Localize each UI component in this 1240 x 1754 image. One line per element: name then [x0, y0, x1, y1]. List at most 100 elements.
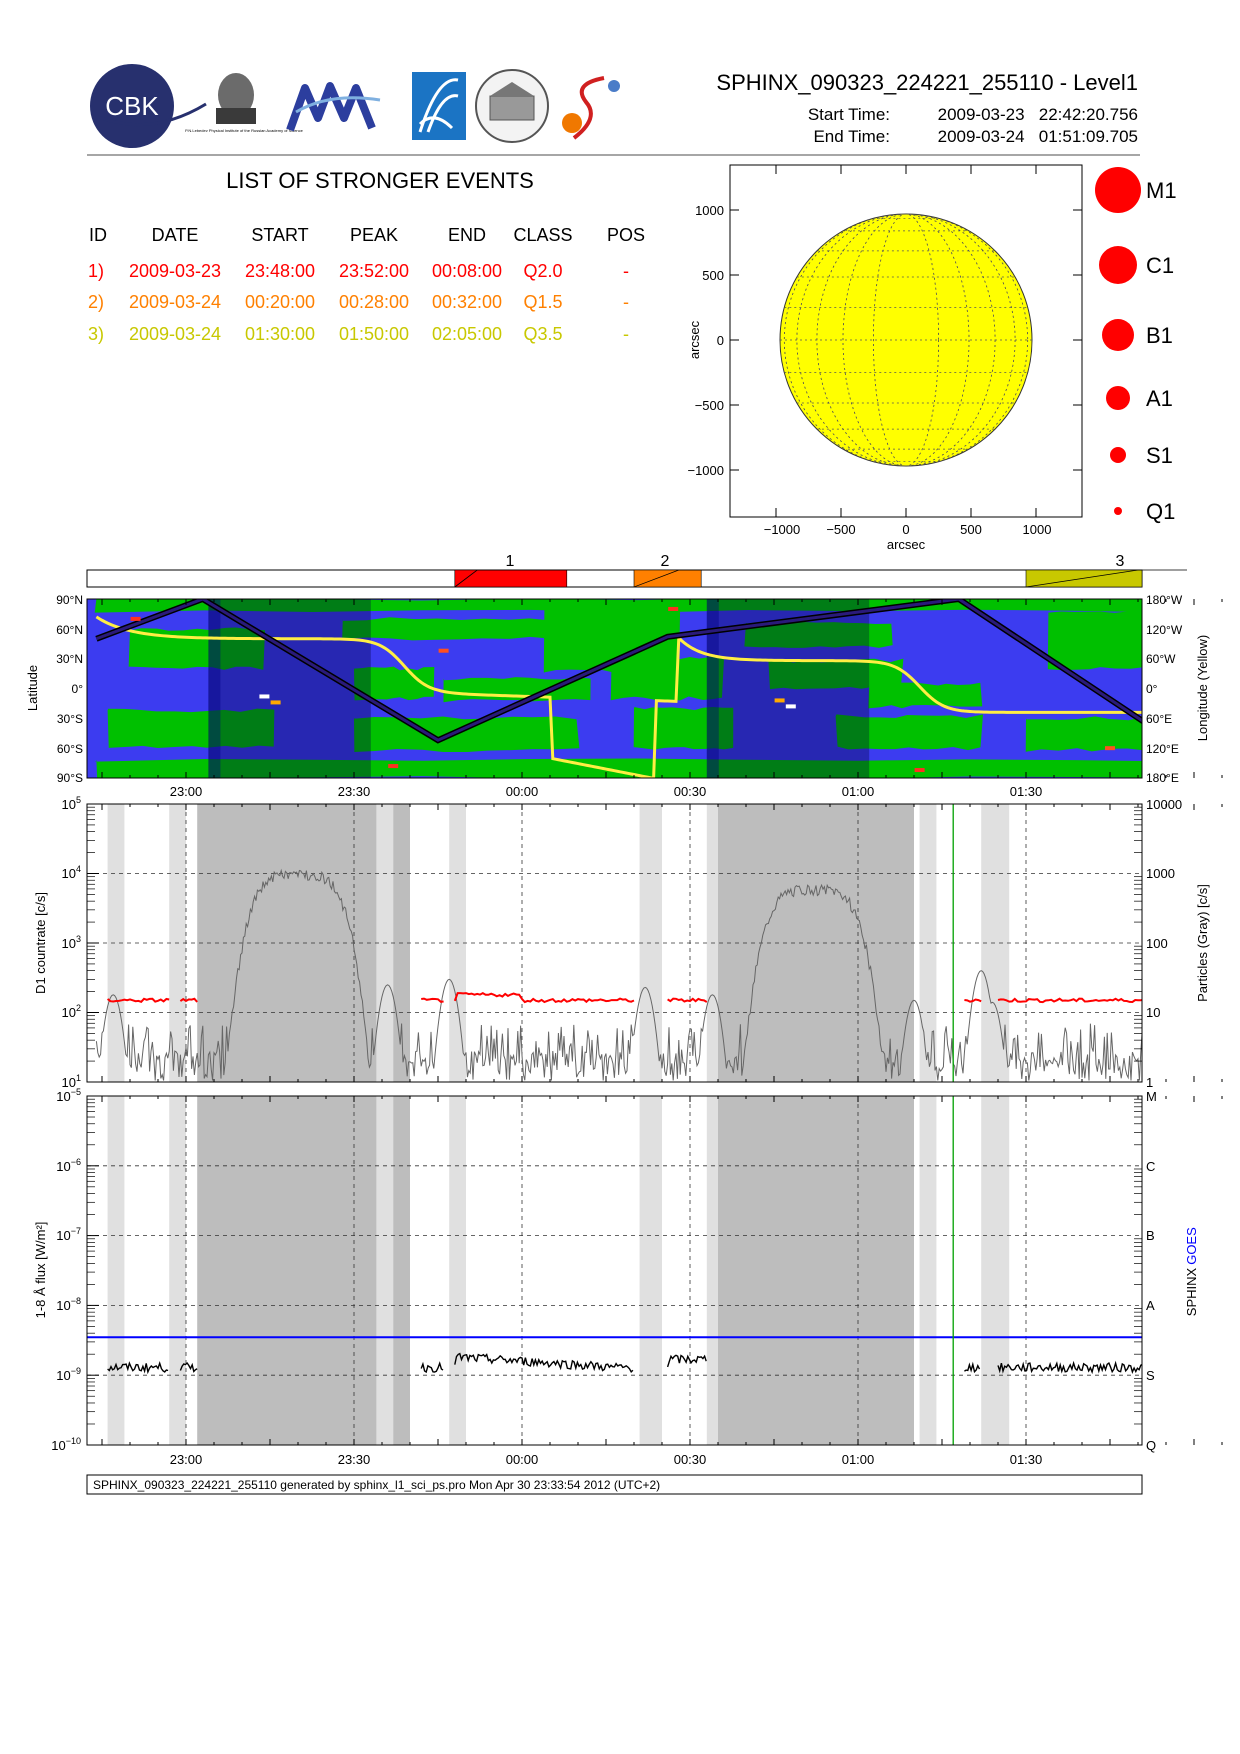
- legend-dot-a1: [1106, 386, 1130, 410]
- flux-grid: [87, 1096, 1142, 1445]
- event-1-date: 2009-03-23: [129, 261, 221, 281]
- event-row-1: 1) 2009-03-23 23:48:00 23:52:00 00:08:00…: [88, 261, 629, 281]
- flux-y-tick-10e-5: 10−5: [56, 1087, 81, 1104]
- longitude-track: [95, 615, 1142, 778]
- flux-class-tick-c: C: [1146, 1159, 1155, 1174]
- timeline-event-2: [633, 569, 702, 588]
- track-flux-mark: [270, 700, 281, 705]
- map-landmass: [868, 682, 983, 709]
- countrate-y-tick-10e3: 103: [62, 934, 81, 951]
- flux-x-tick-3: 00:30: [674, 1452, 707, 1467]
- start-time-value: 2009-03-23 22:42:20.756: [938, 105, 1138, 124]
- event-1-peak: 23:52:00: [339, 261, 409, 281]
- map-lat-tick-2: 30°S: [57, 712, 83, 726]
- countrate-y2-tick-0: 1: [1146, 1075, 1153, 1090]
- flux-x-tick-2: 00:00: [506, 1452, 539, 1467]
- timeline-label-1: 1: [506, 553, 515, 570]
- flux-ylabel: 1-8 Å flux [W/m²]: [33, 1222, 48, 1319]
- flux-ticks: [87, 1096, 1223, 1446]
- solar-disk-chart: −1000 −500 0 500 1000 arcsec 1000 500 0 …: [687, 164, 1083, 552]
- map-frame: [86, 598, 1143, 779]
- col-header-id: ID: [89, 225, 107, 245]
- track-flux-mark: [785, 704, 796, 709]
- countrate-grid: [87, 804, 1142, 1082]
- map-lat-tick-5: 60°N: [56, 623, 83, 637]
- event-1-start: 23:48:00: [245, 261, 315, 281]
- countrate-y2-tick-4: 10000: [1146, 797, 1182, 812]
- cbk-logo-text: CBK: [105, 91, 159, 121]
- countrate-y-tick-10e4: 104: [62, 864, 81, 881]
- flux-y-ticks: 10−10 10−9 10−8 10−7 10−6 10−5: [51, 1087, 81, 1453]
- countrate-panel: 101 102 103 104 105 1 10 100 1000 10000 …: [33, 795, 1223, 1090]
- disk-meridian-line: [796, 214, 1016, 466]
- flux-x-tick-0: 23:00: [170, 1452, 203, 1467]
- disk-axis-ticks: [730, 165, 1082, 517]
- map-lon-tick-2: 60°E: [1146, 712, 1172, 726]
- flux-frame: [86, 1095, 1143, 1446]
- event-1-id: 1): [88, 261, 104, 281]
- map-landmass: [107, 708, 275, 749]
- map-lat-tick-6: 90°N: [56, 593, 83, 607]
- track-flux-mark: [668, 606, 679, 611]
- flux-x-tick-1: 23:30: [338, 1452, 371, 1467]
- flux-class-tick-s: S: [1146, 1368, 1155, 1383]
- map-landmass: [610, 656, 725, 701]
- map-landmass: [1047, 611, 1142, 671]
- event-1-end: 00:08:00: [432, 261, 502, 281]
- end-time-label: End Time:: [813, 127, 890, 146]
- countrate-y2-tick-2: 100: [1146, 936, 1168, 951]
- map-ticks: [101, 599, 1223, 778]
- legend-dot-c1: [1099, 246, 1137, 284]
- countrate-y-tick-10e5: 105: [62, 795, 81, 812]
- timeline-frame: [86, 569, 1143, 588]
- footer: SPHINX_090323_224221_255110 generated by…: [86, 1474, 1143, 1495]
- timeline-peak-marker-3: [1025, 569, 1187, 588]
- flux-y2label-goes: GOES: [1184, 1227, 1199, 1265]
- disk-meridian-line: [873, 214, 939, 466]
- gap-shade-light: [449, 1096, 466, 1445]
- map-x-tick-0: 23:00: [170, 784, 203, 799]
- gap-shade-dark: [197, 1096, 377, 1445]
- legend-dot-q1: [1114, 507, 1122, 515]
- disk-x-tick-0: −1000: [764, 522, 801, 537]
- countrate-y-ticks: 101 102 103 104 105: [62, 795, 81, 1090]
- map-landmass: [95, 758, 1142, 778]
- map-lat-tick-0: 90°S: [57, 771, 83, 785]
- map-landmass: [342, 617, 579, 641]
- observatory-logo: [475, 69, 549, 143]
- flux-panel: 10−10 10−9 10−8 10−7 10−6 10−5 Q S A B C…: [33, 1087, 1223, 1467]
- map-lon-tick-6: 180°W: [1146, 593, 1183, 607]
- map-x-tick-5: 01:30: [1010, 784, 1043, 799]
- flux-y-tick-10e-8: 10−8: [56, 1296, 81, 1313]
- event-2-date: 2009-03-24: [129, 292, 221, 312]
- particle-countrate-line: [95, 868, 1142, 1081]
- event-3-start: 01:30:00: [245, 324, 315, 344]
- map-x-tick-1: 23:30: [338, 784, 371, 799]
- timeline-label-3: 3: [1116, 553, 1125, 570]
- start-time-label: Start Time:: [808, 105, 890, 124]
- events-table: LIST OF STRONGER EVENTS ID DATE START PE…: [88, 168, 645, 344]
- legend-dot-m1: [1095, 167, 1141, 213]
- legend-label-a1: A1: [1146, 386, 1173, 411]
- event-2-class: Q1.5: [523, 292, 562, 312]
- disk-meridian-line: [816, 214, 996, 466]
- gap-shade-light: [376, 1096, 394, 1445]
- map-lat-tick-3: 0°: [72, 682, 84, 696]
- map-night-edge: [208, 599, 221, 778]
- event-2-peak: 00:28:00: [339, 292, 409, 312]
- map-lon-tick-3: 0°: [1146, 682, 1158, 696]
- track-flux-mark: [259, 694, 270, 699]
- map-night-bands: [208, 599, 870, 778]
- track-flux-mark: [774, 698, 785, 703]
- map-x-tick-2: 00:00: [506, 784, 539, 799]
- event-3-peak: 01:50:00: [339, 324, 409, 344]
- countrate-ticks: [87, 804, 1223, 1083]
- gap-shade-light: [169, 1096, 186, 1445]
- disk-y-tick-4: −1000: [687, 463, 724, 478]
- footer-box: [86, 1474, 1143, 1495]
- legend-label-s1: S1: [1146, 443, 1173, 468]
- disk-x-tick-2: 0: [902, 522, 909, 537]
- event-2-start: 00:20:00: [245, 292, 315, 312]
- map-lon-tick-4: 60°W: [1146, 652, 1176, 666]
